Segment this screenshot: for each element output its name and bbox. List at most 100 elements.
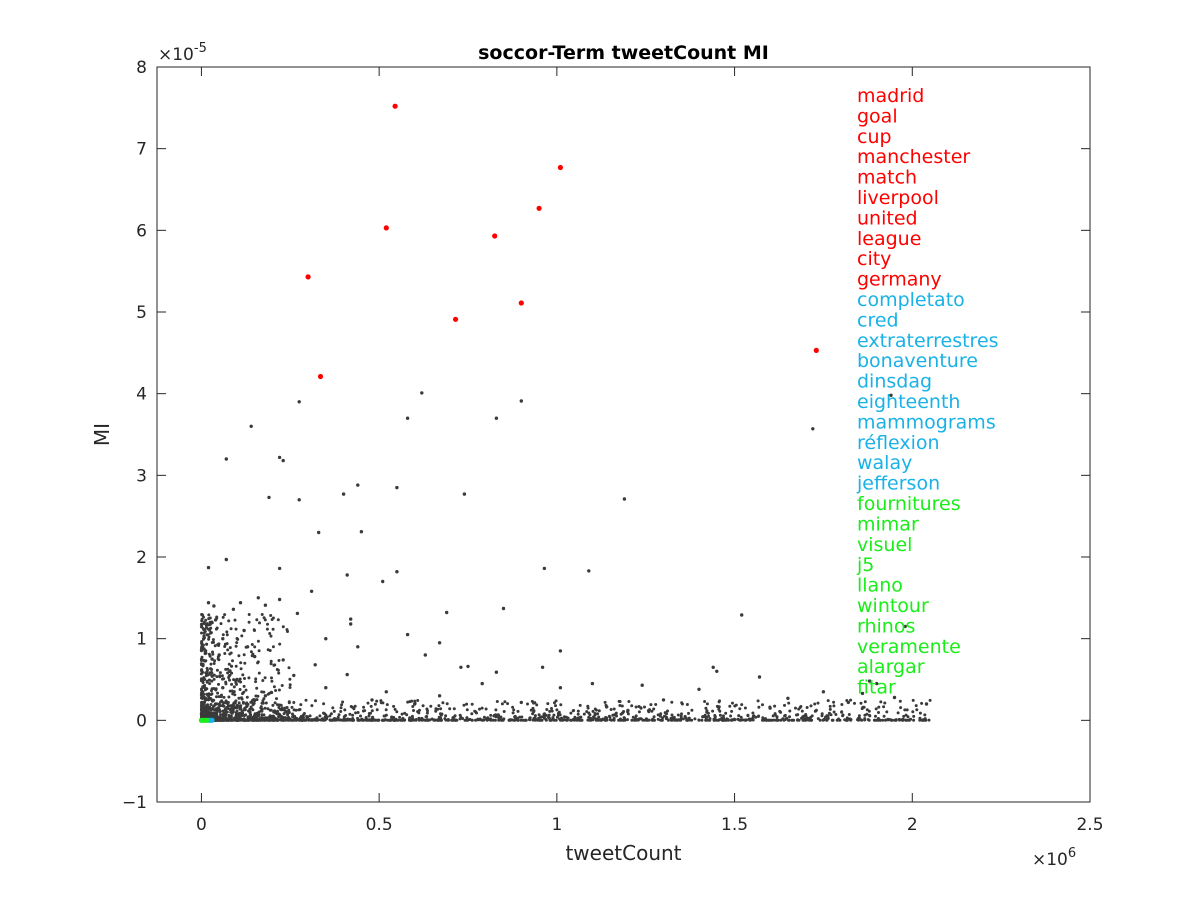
legend-term: bonaventure xyxy=(857,350,978,372)
dense-point xyxy=(412,718,416,722)
dense-point xyxy=(894,718,898,722)
dense-point xyxy=(288,686,292,689)
dense-point xyxy=(840,703,844,706)
dense-point xyxy=(866,718,870,722)
dense-point xyxy=(354,711,358,715)
dense-point xyxy=(746,714,750,718)
dense-point xyxy=(270,618,274,621)
dense-point xyxy=(840,710,844,714)
data-point-top-terms xyxy=(317,373,324,380)
dense-point xyxy=(201,664,205,668)
dense-point xyxy=(813,702,817,706)
dense-point xyxy=(920,701,924,705)
dense-point xyxy=(924,718,928,722)
dense-point xyxy=(229,627,233,631)
dense-point xyxy=(200,624,204,628)
dense-point xyxy=(220,718,223,722)
dense-point xyxy=(207,637,211,641)
dense-point xyxy=(200,655,204,659)
dense-point xyxy=(229,714,233,718)
dense-point xyxy=(814,708,818,712)
dense-point xyxy=(221,615,225,619)
dense-point xyxy=(285,711,289,715)
data-point-top-terms xyxy=(392,103,398,109)
dense-point xyxy=(824,715,827,719)
dense-point xyxy=(240,697,244,701)
dense-point xyxy=(577,718,581,722)
dense-point xyxy=(560,718,564,722)
dense-point xyxy=(278,642,282,646)
dense-point xyxy=(593,713,597,717)
chart-title: soccor-Term tweetCount MI xyxy=(478,42,769,64)
dense-point xyxy=(210,692,214,696)
dense-point xyxy=(874,714,877,718)
y-tick-label: 7 xyxy=(136,140,147,160)
dense-point xyxy=(548,709,552,713)
dense-point xyxy=(711,709,715,713)
dense-point xyxy=(366,701,370,705)
dense-point xyxy=(215,695,218,699)
dense-point xyxy=(247,676,251,680)
dense-point xyxy=(708,717,712,721)
dense-point xyxy=(217,644,221,647)
dense-point xyxy=(231,692,235,696)
dense-point xyxy=(889,718,893,722)
dense-point xyxy=(226,671,230,675)
dense-point xyxy=(761,716,765,720)
dense-point xyxy=(232,685,236,689)
dense-point xyxy=(254,680,258,684)
dense-point xyxy=(227,718,231,722)
legend-term: mimar xyxy=(857,513,919,535)
dense-point xyxy=(242,684,246,688)
dense-point xyxy=(212,640,215,644)
dense-point xyxy=(787,718,791,722)
dense-point xyxy=(247,613,251,616)
dense-point xyxy=(201,643,205,647)
data-point-top-terms xyxy=(453,316,459,322)
dense-point xyxy=(234,664,238,668)
dense-point xyxy=(928,698,932,702)
dense-point xyxy=(532,710,536,714)
dense-point xyxy=(580,718,584,722)
dense-point xyxy=(476,717,480,721)
dense-point xyxy=(800,709,804,713)
dense-point xyxy=(417,718,421,722)
data-point-other xyxy=(370,698,374,702)
dense-point xyxy=(596,712,600,716)
dense-point xyxy=(454,718,458,722)
dense-point xyxy=(690,718,694,722)
dense-point xyxy=(465,716,469,720)
dense-point xyxy=(229,710,233,714)
data-point-other xyxy=(242,628,246,633)
dense-point xyxy=(302,716,305,719)
dense-point xyxy=(210,674,214,678)
dense-point xyxy=(217,708,221,712)
dense-point xyxy=(248,716,252,720)
dense-point xyxy=(828,707,832,711)
dense-point xyxy=(826,716,830,720)
dense-point xyxy=(591,709,595,713)
dense-point xyxy=(565,718,569,722)
dense-point xyxy=(558,713,562,717)
dense-point xyxy=(286,713,290,717)
dense-point xyxy=(266,717,270,721)
dense-point xyxy=(506,702,510,706)
data-point-other xyxy=(277,566,282,571)
dense-point xyxy=(205,622,209,626)
data-point-other xyxy=(405,632,410,637)
dense-point xyxy=(732,717,736,721)
dense-point xyxy=(680,712,683,716)
dense-point xyxy=(277,659,281,662)
data-point-other xyxy=(345,672,349,677)
dense-point xyxy=(302,712,306,715)
legend-term: llano xyxy=(857,575,903,597)
dense-point xyxy=(215,675,219,679)
dense-point xyxy=(200,668,203,672)
dense-point xyxy=(718,709,722,713)
dense-point xyxy=(200,703,204,707)
dense-point xyxy=(516,718,520,722)
dense-point xyxy=(288,677,292,681)
dense-point xyxy=(224,642,227,646)
dense-point xyxy=(249,705,253,709)
